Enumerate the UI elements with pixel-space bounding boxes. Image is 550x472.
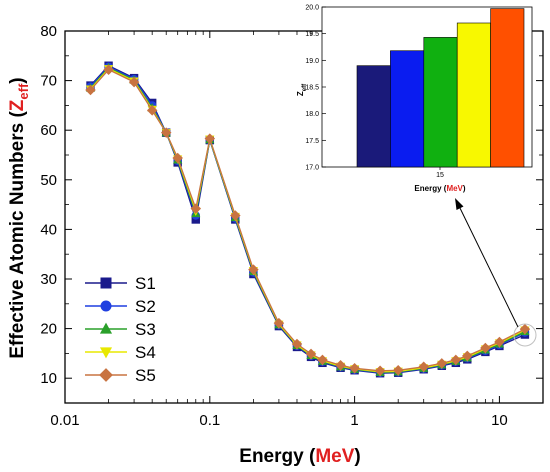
legend-marker — [100, 277, 112, 289]
data-point — [273, 317, 285, 329]
legend-label: S3 — [135, 320, 156, 339]
main-series — [85, 61, 531, 378]
legend-label: S1 — [135, 274, 156, 293]
x-tick-label: 0.1 — [199, 412, 220, 429]
data-point — [291, 338, 303, 350]
x-tick-label: 1 — [350, 412, 358, 429]
data-point — [317, 354, 328, 366]
data-point — [190, 203, 202, 214]
main-tick-labels: 0.01 0.1 1 10 10 20 30 40 50 60 70 80 — [40, 23, 507, 429]
series-S5 — [85, 64, 531, 377]
inset-y-tick-label: 20.0 — [305, 5, 319, 12]
y-tick-label: 10 — [40, 370, 57, 387]
legend-marker — [99, 368, 113, 382]
y-tick-label: 20 — [40, 321, 57, 338]
data-point — [128, 76, 140, 88]
data-point — [450, 354, 462, 366]
inset-bars — [356, 8, 525, 168]
y-tick-label: 40 — [40, 221, 57, 238]
x-tick-label: 0.01 — [50, 412, 79, 429]
y-tick-label: 70 — [40, 73, 57, 90]
data-point — [462, 350, 473, 362]
data-point — [480, 342, 491, 354]
inset-x-axis-label: Energy (MeV) — [414, 184, 465, 193]
data-point — [204, 133, 216, 144]
inset-y-tick-label: 17.0 — [305, 165, 319, 172]
inset-y-tick-label: 18.5 — [305, 85, 319, 92]
data-point — [146, 105, 158, 116]
data-point — [230, 210, 241, 221]
inset-bar — [490, 8, 525, 168]
legend-marker — [100, 300, 112, 312]
data-point — [418, 361, 429, 373]
y-axis-label: Effective Atomic Numbers (Zeff) — [7, 77, 31, 358]
data-point — [85, 84, 96, 96]
inset-y-axis-label: Zeff — [296, 83, 308, 96]
inset-category-label: 15 — [436, 172, 444, 179]
y-tick-label: 50 — [40, 172, 57, 189]
data-point — [172, 152, 183, 164]
y-tick-label: 80 — [40, 23, 57, 40]
legend-marker — [99, 347, 113, 359]
inset-y-tick-label: 19.0 — [305, 58, 319, 65]
y-tick-label: 60 — [40, 122, 57, 139]
inset-bar — [390, 50, 425, 168]
y-tick-label: 30 — [40, 271, 57, 288]
legend-label: S5 — [135, 366, 156, 385]
highlight-circle — [513, 323, 537, 347]
inset-y-tick-label: 19.5 — [305, 31, 319, 38]
inset-bar — [456, 22, 491, 168]
legend-marker — [99, 322, 113, 334]
plot-frame — [64, 30, 544, 404]
data-point — [305, 348, 317, 360]
data-point — [160, 127, 172, 138]
data-point — [436, 358, 448, 369]
data-point — [248, 264, 259, 275]
x-tick-label: 10 — [491, 412, 508, 429]
data-point — [392, 365, 404, 376]
pointer-arrow-head — [455, 198, 464, 210]
pointer-arrow-line — [458, 205, 519, 328]
inset-chart: 17.0 17.5 18.0 18.5 19.0 19.5 20.0 Energy (MeV… — [296, 5, 533, 193]
inset-ticks: 17.0 17.5 18.0 18.5 19.0 19.5 20.0 — [305, 5, 441, 172]
data-point — [494, 336, 505, 348]
data-point — [349, 363, 360, 374]
legend: S1 S2 S3 S4 S5 — [85, 274, 156, 385]
data-point — [103, 64, 114, 75]
inset-y-tick-label: 18.0 — [305, 111, 319, 118]
data-point — [335, 360, 346, 371]
x-axis-label: Energy (MeV) — [239, 446, 360, 467]
legend-label: S4 — [135, 343, 156, 362]
data-point — [519, 323, 531, 335]
data-point — [374, 365, 386, 377]
legend-label: S2 — [135, 297, 156, 316]
inset-bar — [423, 37, 458, 168]
inset-bar — [356, 65, 391, 168]
inset-y-tick-label: 17.5 — [305, 138, 319, 145]
